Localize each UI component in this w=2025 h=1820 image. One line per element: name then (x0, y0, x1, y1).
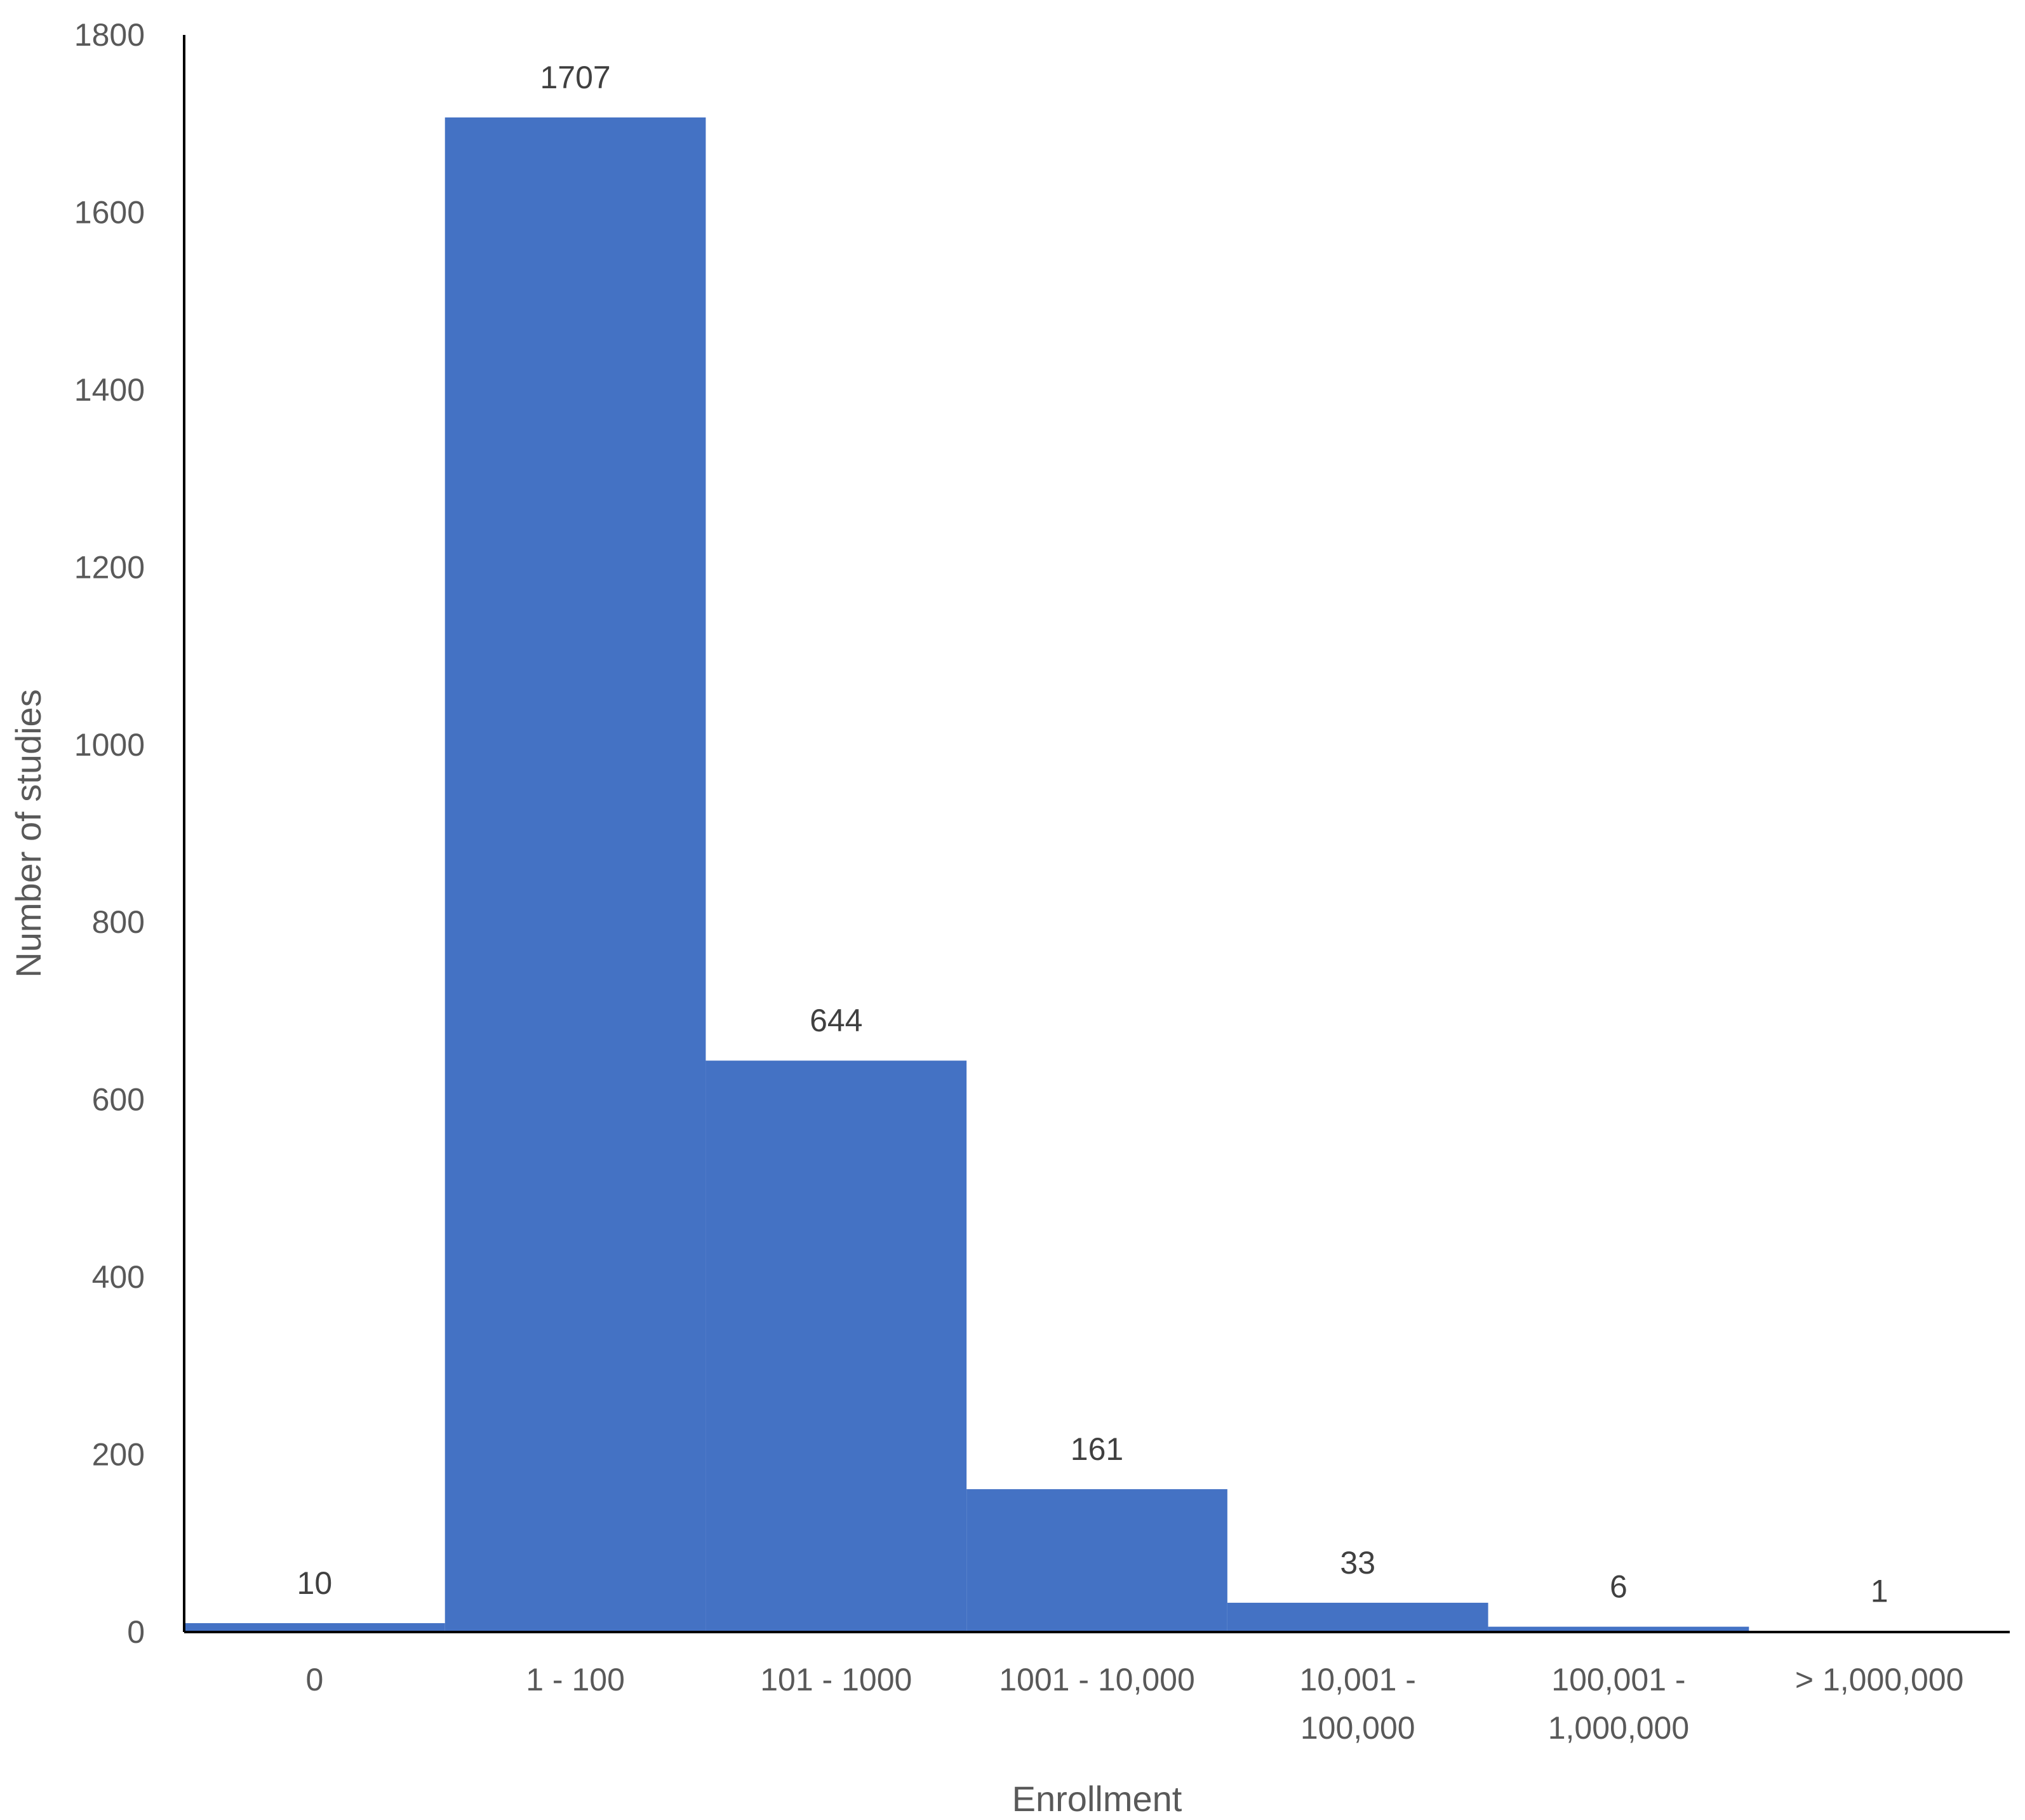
x-tick-label: 1001 - 10,000 (999, 1662, 1195, 1697)
data-label: 6 (1610, 1569, 1627, 1605)
y-tick-label: 1000 (74, 727, 145, 763)
data-label: 644 (810, 1003, 862, 1038)
bar (1227, 1602, 1488, 1632)
x-axis-title: Enrollment (1012, 1779, 1182, 1819)
y-tick-label: 800 (92, 904, 145, 940)
data-label: 10 (297, 1565, 333, 1601)
bar (1488, 1626, 1749, 1632)
data-label: 1 (1871, 1574, 1888, 1609)
data-label: 1707 (540, 60, 610, 95)
x-tick-label: 101 - 1000 (760, 1662, 912, 1697)
y-tick-labels: 0 200 400 600 800 1000 1200 1400 1600 1800 (74, 17, 145, 1650)
y-tick-label: 0 (127, 1614, 145, 1650)
data-label: 33 (1340, 1545, 1375, 1581)
bar (184, 1623, 445, 1632)
y-tick-label: 1400 (74, 372, 145, 408)
y-tick-label: 200 (92, 1437, 145, 1473)
y-tick-label: 400 (92, 1259, 145, 1295)
x-tick-label: 1 - 100 (526, 1662, 625, 1697)
y-axis-title: Number of studies (8, 689, 48, 977)
x-tick-label: 0 (305, 1662, 323, 1697)
data-labels-group: 10 1707 644 161 33 6 1 (297, 60, 1888, 1609)
bar (705, 1061, 967, 1632)
x-tick-label: > 1,000,000 (1795, 1662, 1964, 1697)
y-tick-label: 1800 (74, 17, 145, 53)
data-label: 161 (1071, 1431, 1123, 1467)
bar (444, 117, 706, 1633)
x-tick-label: 100,001 -1,000,000 (1548, 1662, 1689, 1746)
bars-group (184, 117, 2010, 1633)
bar (966, 1489, 1227, 1632)
axes-group (183, 35, 2010, 1633)
x-tick-label: 10,001 -100,000 (1299, 1662, 1415, 1746)
y-tick-label: 1600 (74, 194, 145, 230)
y-tick-label: 1200 (74, 549, 145, 585)
y-tick-label: 600 (92, 1082, 145, 1118)
x-tick-labels: 0 1 - 100 101 - 1000 1001 - 10,000 10,001 -1… (305, 1662, 1963, 1746)
